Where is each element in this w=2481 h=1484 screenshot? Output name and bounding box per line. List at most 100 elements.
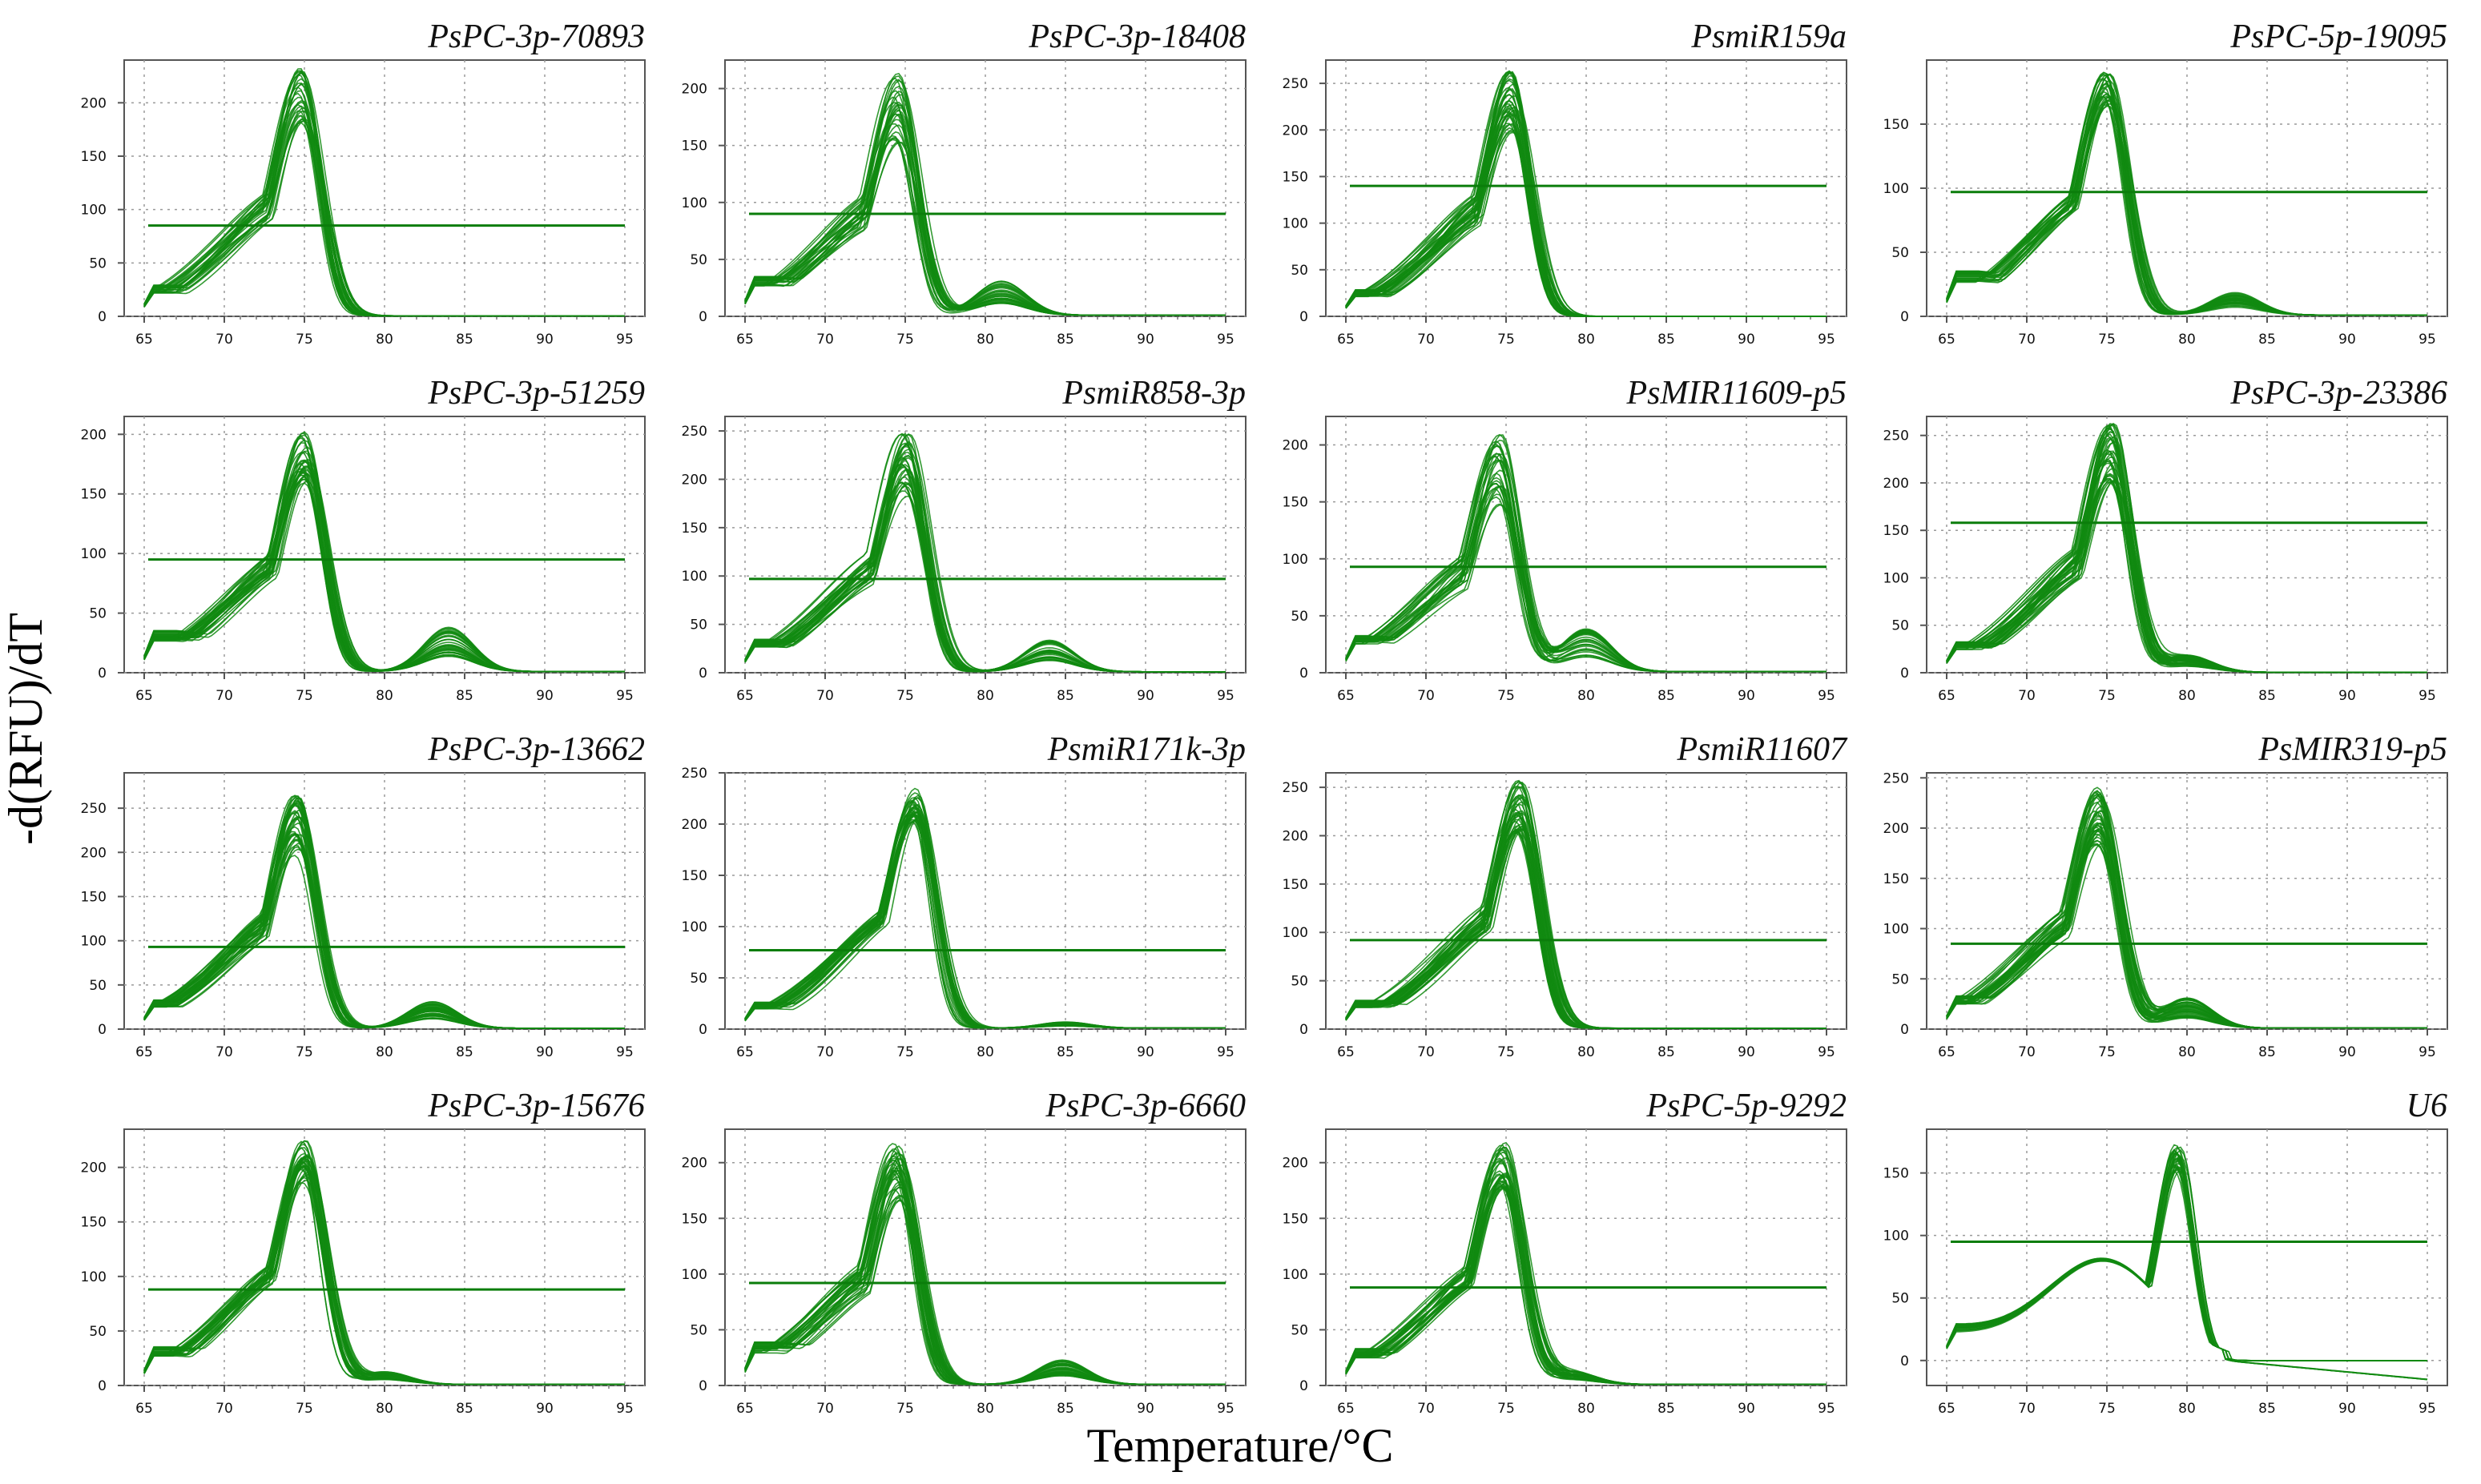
panel-13: 65 70 75 80 85 90 95 0 50 100 150 200 PsPC-3p-15676 xyxy=(81,1088,646,1417)
x-tick-label: 75 xyxy=(2098,688,2116,704)
melt-curve xyxy=(1345,485,1827,673)
curve-group xyxy=(143,68,625,317)
y-tick-label: 0 xyxy=(1299,1378,1308,1394)
melt-curve xyxy=(143,476,625,673)
y-tick-label: 0 xyxy=(699,1022,707,1038)
x-tick-label: 90 xyxy=(2338,688,2356,704)
y-tick-label: 50 xyxy=(89,255,107,271)
y-tick-label: 250 xyxy=(1283,76,1308,92)
melt-curve xyxy=(143,811,625,1029)
x-tick-label: 70 xyxy=(816,1401,834,1417)
melt-curve xyxy=(744,476,1226,673)
y-tick-label: 50 xyxy=(1291,263,1308,279)
melt-curve xyxy=(1946,428,2427,674)
panel-title: PsmiR159a xyxy=(1690,18,1847,55)
y-tick-label: 100 xyxy=(1883,1229,1909,1245)
y-tick-label: 100 xyxy=(1883,570,1909,586)
melt-curve xyxy=(744,1167,1226,1385)
y-tick-label: 50 xyxy=(1291,609,1308,625)
x-tick-label: 65 xyxy=(135,332,153,348)
panel-title: PsPC-5p-9292 xyxy=(1645,1088,1847,1124)
x-tick-label: 70 xyxy=(1417,1401,1435,1417)
panel-11: 65 70 75 80 85 90 95 0 50 100 150 200 250 PsmiR11607 xyxy=(1283,731,1848,1060)
x-tick-label: 65 xyxy=(135,1401,153,1417)
y-tick-label: 200 xyxy=(682,82,707,98)
x-tick-label: 90 xyxy=(2338,1044,2356,1060)
melt-curve xyxy=(1946,826,2427,1029)
melt-curve xyxy=(1345,70,1827,317)
panel-title: PsPC-3p-23386 xyxy=(2229,375,2447,412)
x-tick-label: 95 xyxy=(616,1044,634,1060)
melt-curve xyxy=(1946,78,2427,316)
curve-group xyxy=(744,432,1226,673)
y-tick-label: 100 xyxy=(81,934,107,950)
y-tick-label: 100 xyxy=(1883,181,1909,197)
melt-curve xyxy=(1946,73,2427,316)
x-tick-label: 70 xyxy=(2018,1044,2036,1060)
melt-curve xyxy=(1946,1152,2427,1361)
y-tick-label: 50 xyxy=(89,978,107,994)
x-tick-label: 65 xyxy=(736,332,754,348)
x-tick-label: 85 xyxy=(456,688,473,704)
y-tick-label: 100 xyxy=(1283,925,1308,941)
melt-curve xyxy=(143,70,625,317)
y-tick-label: 150 xyxy=(1283,877,1308,893)
x-tick-label: 65 xyxy=(1337,1401,1355,1417)
melt-curve xyxy=(143,458,625,673)
y-tick-label: 250 xyxy=(1883,770,1909,786)
y-tick-label: 50 xyxy=(690,617,707,633)
y-tick-label: 0 xyxy=(1299,666,1308,682)
y-tick-label: 200 xyxy=(1883,476,1909,492)
melt-curve xyxy=(1345,114,1827,317)
x-tick-label: 70 xyxy=(215,688,233,704)
melt-curve xyxy=(744,797,1226,1029)
y-tick-label: 0 xyxy=(699,666,707,682)
melt-curve xyxy=(143,71,625,317)
x-tick-label: 70 xyxy=(1417,332,1435,348)
x-tick-label: 90 xyxy=(1137,1044,1154,1060)
panel-title: PsPC-3p-15676 xyxy=(427,1088,645,1124)
x-tick-label: 75 xyxy=(1497,688,1515,704)
melt-curve xyxy=(143,802,625,1029)
panel-2: 65 70 75 80 85 90 95 0 50 100 150 200 PsPC-3p-18408 xyxy=(682,18,1247,348)
melt-curve xyxy=(744,1156,1226,1385)
x-tick-label: 90 xyxy=(536,688,554,704)
melt-curve xyxy=(143,68,625,317)
panel-3: 65 70 75 80 85 90 95 0 50 100 150 200 250 PsmiR159a xyxy=(1283,18,1847,348)
panel-7: 65 70 75 80 85 90 95 0 50 100 150 200 PsMIR11609-p5 xyxy=(1283,375,1847,704)
melt-curve xyxy=(1946,1152,2427,1361)
melt-curve xyxy=(744,72,1226,316)
x-tick-label: 85 xyxy=(1657,1401,1675,1417)
y-tick-label: 150 xyxy=(81,1215,107,1231)
melt-curve xyxy=(744,432,1226,673)
x-tick-label: 70 xyxy=(215,1401,233,1417)
x-tick-label: 65 xyxy=(1337,1044,1355,1060)
y-tick-label: 150 xyxy=(1883,523,1909,539)
melt-curve xyxy=(744,442,1226,673)
x-tick-label: 95 xyxy=(2419,1401,2436,1417)
x-tick-label: 65 xyxy=(736,1401,754,1417)
curve-group xyxy=(143,1140,625,1385)
melt-curve xyxy=(1946,811,2427,1029)
melt-curve xyxy=(143,459,625,673)
x-tick-label: 95 xyxy=(1818,1044,1835,1060)
panel-title: PsPC-3p-70893 xyxy=(427,18,645,55)
y-tick-label: 200 xyxy=(1283,1156,1308,1172)
melt-curve xyxy=(1946,72,2427,316)
melt-curve xyxy=(1946,103,2427,316)
x-tick-label: 75 xyxy=(2098,332,2116,348)
y-tick-label: 50 xyxy=(690,971,707,987)
melt-curve xyxy=(1946,453,2427,674)
y-tick-label: 100 xyxy=(682,569,707,585)
y-tick-label: 200 xyxy=(81,95,107,111)
melt-curve xyxy=(143,802,625,1029)
melt-curve xyxy=(1345,434,1827,673)
x-tick-label: 85 xyxy=(1657,1044,1675,1060)
y-tick-label: 150 xyxy=(81,149,107,165)
melt-curve xyxy=(744,432,1226,673)
melt-curve xyxy=(744,814,1226,1029)
melt-curve xyxy=(143,845,625,1029)
melt-curve xyxy=(143,72,625,317)
y-tick-label: 0 xyxy=(98,666,107,682)
